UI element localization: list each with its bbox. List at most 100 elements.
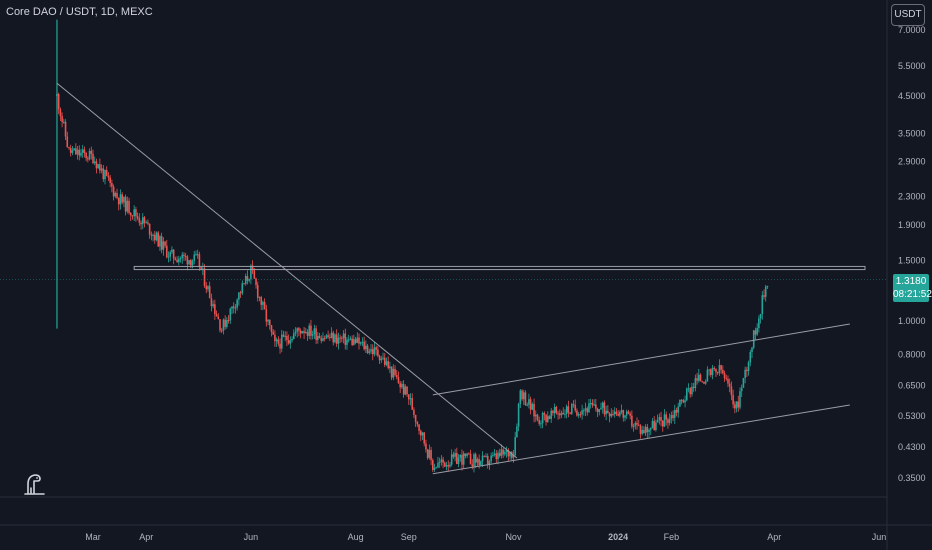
candle-body: [270, 325, 273, 332]
candle-body: [531, 403, 534, 410]
candle-body: [399, 383, 401, 388]
candle-body: [291, 339, 293, 341]
candle-body: [198, 254, 201, 268]
candle-body: [521, 390, 523, 400]
candle-body: [217, 316, 220, 320]
candle-body: [462, 453, 465, 465]
y-tick-label: 1.5000: [898, 255, 926, 265]
candle-body: [116, 192, 118, 198]
candle-body: [469, 453, 472, 465]
candle-body: [459, 454, 462, 458]
candle-body: [385, 361, 388, 365]
candle-body: [442, 459, 444, 463]
candle-body: [663, 414, 666, 427]
candle-body: [557, 413, 559, 415]
candle-body: [282, 334, 285, 337]
candle-body: [251, 265, 254, 271]
last-price-value: 1.3180: [895, 276, 927, 287]
candle-body: [558, 413, 561, 416]
candle-body: [280, 334, 283, 349]
candle-body: [619, 412, 621, 416]
candle-body: [317, 335, 319, 340]
candle-body: [346, 339, 348, 345]
candle-body: [608, 413, 611, 417]
candle-body: [402, 383, 405, 395]
channel-line-lower: [432, 404, 850, 475]
candle-body: [632, 426, 635, 428]
candle-body: [670, 414, 673, 419]
candle-body: [603, 402, 606, 415]
y-tick-label: 0.4300: [898, 442, 926, 452]
y-tick-label: 4.5000: [898, 91, 926, 101]
candle-body: [516, 426, 518, 438]
candle-body: [672, 414, 674, 418]
candle-body: [696, 378, 698, 381]
candle-body: [256, 285, 259, 298]
candle-body: [413, 409, 415, 415]
candle-body: [684, 400, 686, 403]
candle-body: [112, 186, 115, 197]
candle-body: [593, 404, 595, 406]
candle-body: [226, 319, 228, 327]
candle-body: [572, 404, 575, 406]
y-tick-label: 2.3000: [898, 191, 926, 201]
candle-body: [655, 422, 657, 431]
candle-body: [540, 423, 542, 425]
candle-body: [262, 301, 264, 305]
candle-body: [739, 391, 741, 408]
candle-body: [152, 234, 154, 236]
candle-body: [756, 328, 758, 335]
candle-body: [365, 345, 367, 350]
candle-body: [651, 420, 654, 428]
candle-body: [715, 368, 717, 373]
y-tick-label: 1.9000: [898, 220, 926, 230]
candle-body: [691, 386, 693, 395]
candle-body: [227, 319, 230, 321]
candle-body: [732, 395, 734, 405]
candle-body: [725, 378, 728, 380]
candle-body: [454, 452, 456, 457]
candle-body: [299, 330, 302, 334]
candle-body: [687, 388, 690, 390]
candle-body: [239, 292, 242, 294]
candle-body: [100, 168, 103, 171]
candle-body: [287, 339, 290, 344]
candle-body: [80, 152, 82, 156]
x-tick-label: 2024: [608, 532, 628, 542]
candle-body: [342, 333, 345, 339]
candle-body: [250, 265, 252, 280]
candle-body: [305, 331, 307, 334]
candle-body: [219, 319, 221, 331]
candle-body: [653, 420, 655, 431]
candle-body: [493, 453, 496, 455]
candle-body: [766, 286, 769, 288]
candle-body: [468, 453, 470, 455]
candle-body: [377, 349, 379, 356]
candle-body: [744, 369, 746, 378]
candle-body: [526, 404, 528, 406]
candle-body: [425, 443, 427, 450]
candle-body: [241, 283, 244, 294]
candle-body: [81, 149, 84, 153]
candle-body: [636, 422, 638, 425]
candle-body: [428, 449, 431, 458]
candle-body: [752, 330, 755, 348]
candle-body: [160, 236, 163, 250]
candle-body: [598, 409, 601, 413]
candle-body: [612, 413, 614, 415]
currency-selector-button[interactable]: USDT: [891, 4, 925, 26]
candle-body: [661, 420, 664, 427]
y-tick-label: 7.0000: [898, 25, 926, 35]
tradingview-logo-icon: [24, 474, 45, 495]
candle-body: [449, 464, 451, 467]
candle-body: [648, 429, 650, 433]
candle-body: [692, 386, 695, 388]
candle-body: [711, 367, 714, 376]
candle-body: [390, 366, 393, 378]
candle-body: [620, 410, 623, 413]
candle-body: [138, 218, 141, 223]
candle-body: [464, 453, 467, 457]
candle-body: [337, 337, 340, 344]
candle-body: [507, 450, 510, 457]
